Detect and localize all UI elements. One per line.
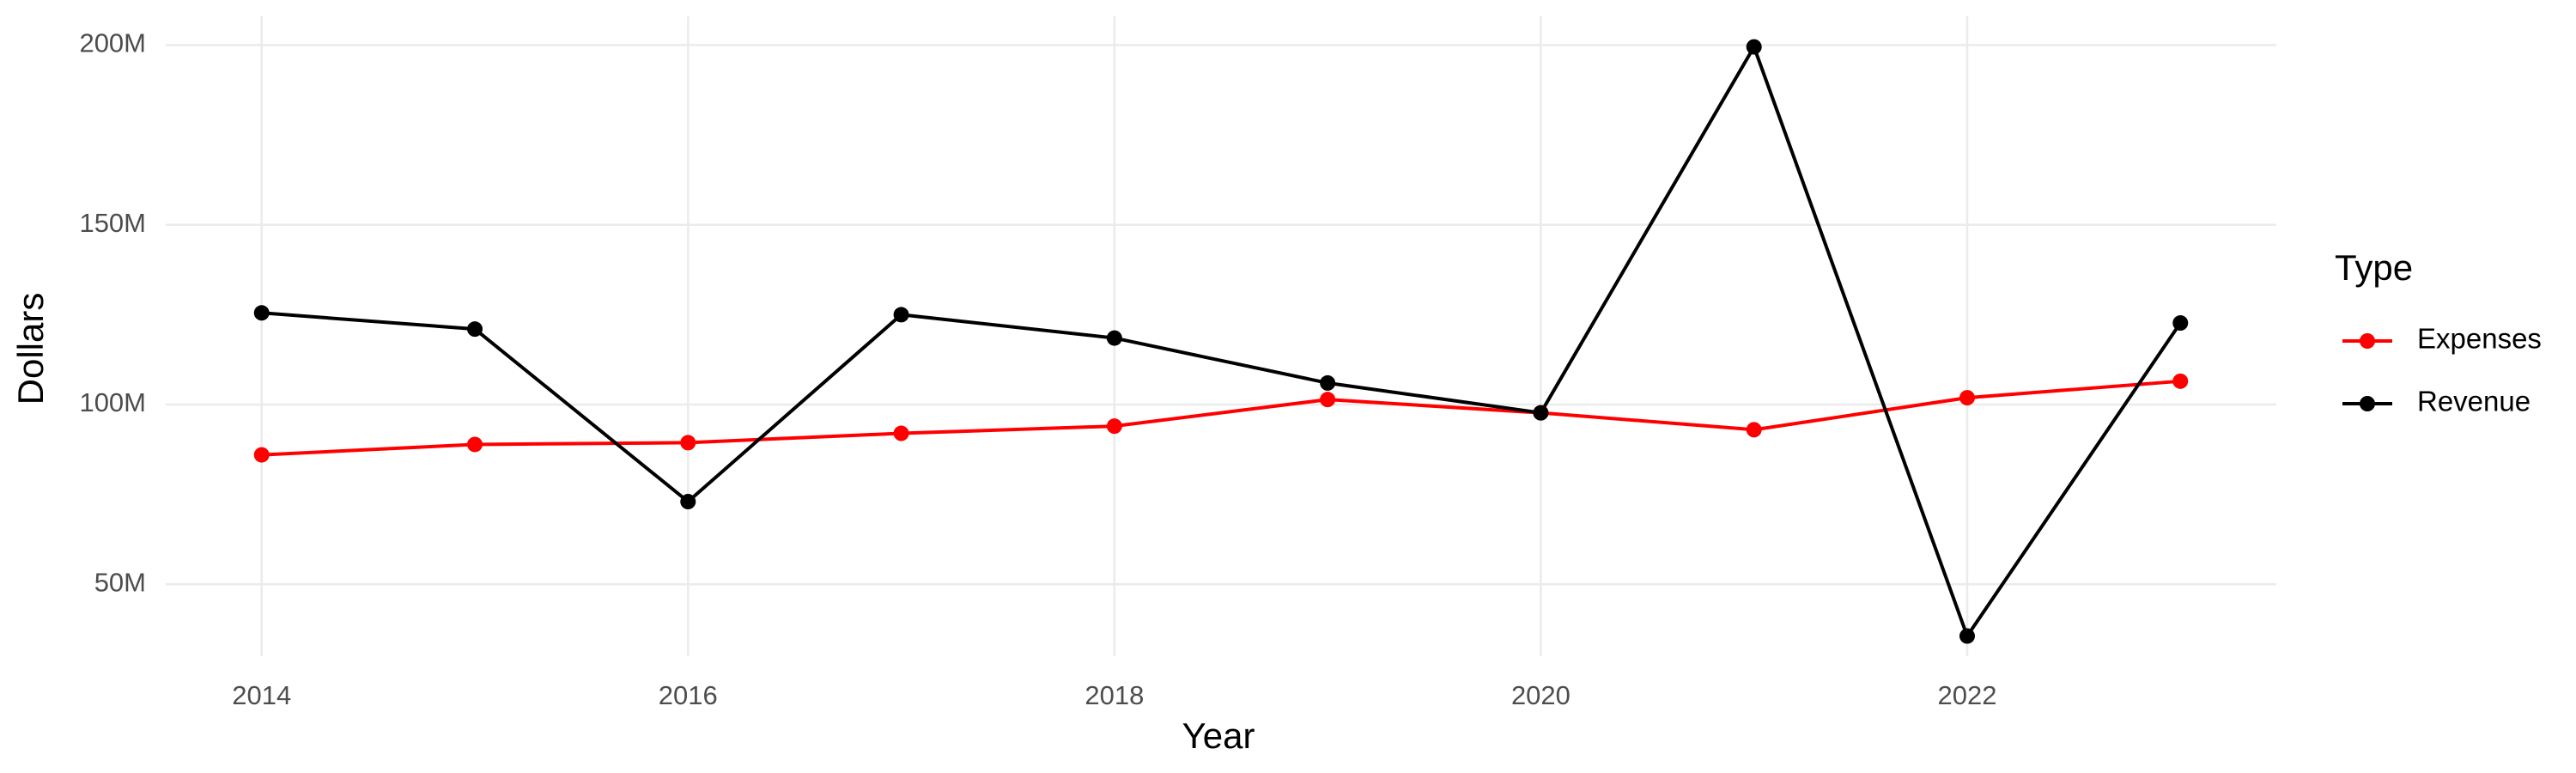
legend-label: Expenses xyxy=(2417,323,2542,355)
x-tick-label: 2014 xyxy=(232,680,291,710)
legend-title: Type xyxy=(2335,247,2413,288)
series-line xyxy=(261,42,2182,640)
data-point xyxy=(680,494,696,510)
y-tick-label: 50M xyxy=(94,567,146,597)
data-point xyxy=(2172,315,2189,332)
y-tick-label: 100M xyxy=(79,387,146,417)
data-point xyxy=(1106,330,1122,346)
legend-label: Revenue xyxy=(2417,386,2530,417)
data-point xyxy=(1106,418,1122,435)
data-point xyxy=(467,436,483,453)
x-axis-title: Year xyxy=(1182,715,1255,756)
y-axis-title: Dollars xyxy=(10,293,51,405)
data-point xyxy=(253,447,270,463)
data-point xyxy=(1320,374,1336,391)
data-point xyxy=(893,307,909,323)
data-point xyxy=(680,435,696,451)
data-point xyxy=(1959,628,1975,644)
data-point xyxy=(1533,405,1549,421)
data-point xyxy=(253,305,270,321)
x-tick-label: 2018 xyxy=(1084,680,1144,710)
series-line xyxy=(261,379,2181,457)
y-tick-label: 150M xyxy=(79,208,146,238)
data-point xyxy=(1746,422,1762,438)
x-tick-label: 2020 xyxy=(1511,680,1571,710)
data-point xyxy=(1746,39,1762,55)
legend-marker xyxy=(2360,396,2375,411)
data-point xyxy=(2172,373,2189,389)
x-tick-label: 2016 xyxy=(659,680,718,710)
data-point xyxy=(893,425,909,441)
y-tick-label: 200M xyxy=(79,28,146,58)
legend-marker xyxy=(2360,333,2375,349)
x-tick-label: 2022 xyxy=(1938,680,1997,710)
data-point xyxy=(1959,390,1975,406)
data-point xyxy=(1320,392,1336,408)
data-point xyxy=(467,321,483,338)
